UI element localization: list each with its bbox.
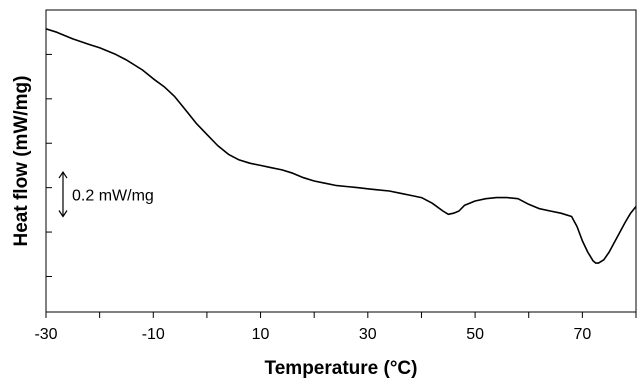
heat-flow-curve	[45, 28, 637, 264]
x-tick-label: 50	[466, 326, 484, 343]
scale-bar-label: 0.2 mW/mg	[72, 187, 154, 204]
y-axis-title: Heat flow (mW/mg)	[11, 76, 32, 247]
plot-frame	[45, 9, 637, 313]
x-tick-label: 10	[252, 326, 270, 343]
x-axis-tick-labels: -30 -10 10 30 50 70	[34, 326, 591, 343]
x-axis-ticks	[45, 312, 637, 318]
scale-bar: 0.2 mW/mg	[58, 171, 154, 218]
y-axis-ticks	[46, 9, 52, 277]
x-tick-label: 70	[573, 326, 591, 343]
x-axis-title: Temperature (°C)	[265, 358, 418, 379]
scale-bar-arrow-up	[58, 171, 68, 179]
scale-bar-arrow-down	[58, 210, 68, 218]
x-tick-label: -10	[142, 326, 165, 343]
x-tick-label: 30	[359, 326, 377, 343]
x-tick-label: -30	[34, 326, 57, 343]
